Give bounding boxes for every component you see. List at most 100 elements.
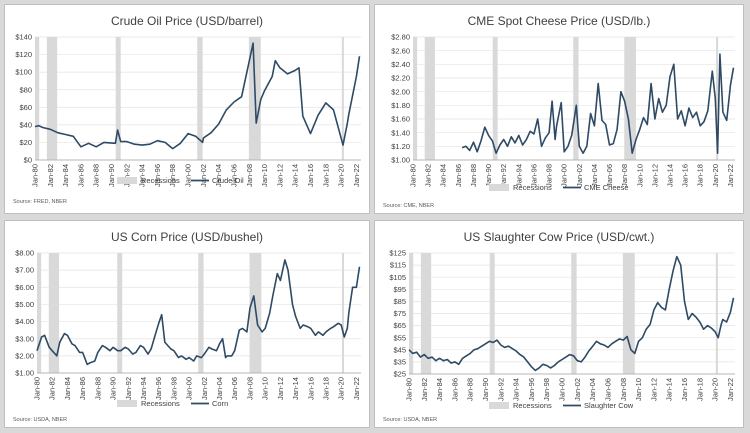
legend-series-label: Corn	[212, 399, 228, 408]
y-tick-label: $85	[393, 297, 406, 306]
x-tick-label: Jan-16	[681, 164, 690, 187]
source-note: Source: USDA, NBER	[13, 417, 67, 423]
recession-band	[624, 37, 636, 160]
x-tick-label: Jan-08	[620, 164, 629, 187]
x-tick-label: Jan-18	[322, 377, 331, 400]
chart-title: Crude Oil Price (USD/barrel)	[111, 14, 263, 28]
legend-series-label: Crude Oil	[212, 176, 244, 185]
x-tick-label: Jan-96	[527, 378, 536, 401]
x-tick-label: Jan-96	[529, 164, 538, 187]
x-tick-label: Jan-10	[634, 378, 643, 401]
crude-oil-series-line	[34, 42, 361, 150]
x-tick-label: Jan-80	[31, 164, 40, 187]
y-tick-label: $25	[393, 370, 406, 379]
legend-recession-label: Recessions	[141, 176, 180, 185]
recession-band	[197, 37, 203, 160]
x-tick-label: Jan-16	[680, 378, 689, 401]
y-tick-label: $1.00	[15, 369, 34, 378]
x-tick-label: Jan-80	[409, 164, 418, 187]
x-tick-label: Jan-94	[514, 164, 523, 187]
recession-band	[37, 253, 42, 373]
x-tick-label: Jan-08	[619, 378, 628, 401]
x-tick-label: Jan-86	[78, 377, 87, 400]
x-tick-label: Jan-16	[306, 164, 315, 187]
y-tick-label: $4.00	[15, 317, 34, 326]
legend-recession-label: Recessions	[513, 183, 552, 192]
x-tick-label: Jan-84	[439, 164, 448, 187]
legend-series-label: Slaughter Cow	[584, 401, 634, 410]
slaughter-cow-chart-panel: US Slaughter Cow Price (USD/cwt.) $25 $35 $…	[374, 220, 744, 428]
x-tick-label: Jan-22	[352, 164, 361, 187]
y-tick-label: $60	[19, 103, 32, 112]
recession-band	[117, 253, 123, 373]
x-tick-label: Jan-02	[573, 378, 582, 401]
y-tick-label: $2.80	[391, 33, 410, 42]
x-tick-label: Jan-00	[184, 164, 193, 187]
x-tick-label: Jan-92	[499, 164, 508, 187]
x-tick-label: Jan-12	[276, 377, 285, 400]
x-tick-label: Jan-00	[558, 378, 567, 401]
x-tick-label: Jan-88	[92, 164, 101, 187]
recession-band	[115, 37, 121, 160]
slaughter-cow-series-line	[408, 255, 735, 372]
cheese-chart-panel: CME Spot Cheese Price (USD/lb.) $1.00 $1.2…	[374, 4, 744, 214]
y-tick-label: $8.00	[15, 249, 34, 258]
x-tick-label: Jan-12	[275, 164, 284, 187]
x-tick-label: Jan-10	[260, 164, 269, 187]
x-tick-label: Jan-02	[575, 164, 584, 187]
x-tick-label: Jan-12	[650, 164, 659, 187]
crude-oil-chart-svg: Crude Oil Price (USD/barrel) $0 $20 $40 $60 $…	[13, 14, 361, 205]
crude-oil-chart-panel: Crude Oil Price (USD/barrel) $0 $20 $40 $60 $…	[4, 4, 370, 214]
recession-band	[413, 37, 418, 160]
x-tick-label: Jan-14	[665, 164, 674, 187]
x-tick-label: Jan-18	[695, 378, 704, 401]
x-tick-label: Jan-00	[560, 164, 569, 187]
x-tick-label: Jan-04	[590, 164, 599, 187]
x-tick-label: Jan-16	[306, 377, 315, 400]
x-tick-label: Jan-00	[185, 377, 194, 400]
y-tick-label: $2.00	[391, 87, 410, 96]
y-tick-label: $1.80	[391, 101, 410, 110]
corn-chart-panel: US Corn Price (USD/bushel) $1.00 $2.00 $3.0…	[4, 220, 370, 428]
y-tick-label: $95	[393, 285, 406, 294]
x-tick-label: Jan-14	[291, 164, 300, 187]
y-tick-label: $20	[19, 138, 32, 147]
x-tick-label: Jan-82	[424, 164, 433, 187]
x-tick-label: Jan-12	[649, 378, 658, 401]
x-tick-label: Jan-06	[230, 377, 239, 400]
x-tick-label: Jan-98	[168, 164, 177, 187]
x-tick-label: Jan-06	[603, 378, 612, 401]
recession-band	[715, 253, 718, 374]
x-tick-label: Jan-84	[63, 377, 72, 400]
source-note: Source: CME, NBER	[383, 203, 434, 209]
x-tick-label: Jan-82	[48, 377, 57, 400]
source-note: Source: USDA, NBER	[383, 417, 437, 423]
recession-band	[571, 253, 577, 374]
source-note: Source: FRED, NBER	[13, 199, 67, 205]
y-tick-label: $40	[19, 120, 32, 129]
x-tick-label: Jan-20	[711, 378, 720, 401]
x-tick-label: Jan-90	[481, 378, 490, 401]
y-tick-label: $2.00	[15, 351, 34, 360]
x-tick-label: Jan-98	[169, 377, 178, 400]
y-tick-label: $2.40	[391, 60, 410, 69]
x-tick-label: Jan-80	[33, 377, 42, 400]
x-tick-label: Jan-10	[261, 377, 270, 400]
legend-recession-swatch	[489, 402, 509, 409]
x-tick-label: Jan-94	[139, 377, 148, 400]
legend-recession-label: Recessions	[513, 401, 552, 410]
y-tick-label: $125	[389, 249, 406, 258]
x-tick-label: Jan-10	[635, 164, 644, 187]
x-tick-label: Jan-08	[245, 164, 254, 187]
recession-band	[424, 37, 435, 160]
y-tick-label: $1.00	[391, 156, 410, 165]
legend-recession-swatch	[489, 184, 509, 191]
x-tick-label: Jan-22	[726, 378, 735, 401]
recession-band	[420, 253, 432, 374]
x-tick-label: Jan-06	[229, 164, 238, 187]
recession-band	[46, 37, 58, 160]
y-tick-label: $5.00	[15, 300, 34, 309]
x-tick-label: Jan-90	[107, 164, 116, 187]
x-tick-label: Jan-98	[545, 164, 554, 187]
x-tick-label: Jan-96	[153, 164, 162, 187]
